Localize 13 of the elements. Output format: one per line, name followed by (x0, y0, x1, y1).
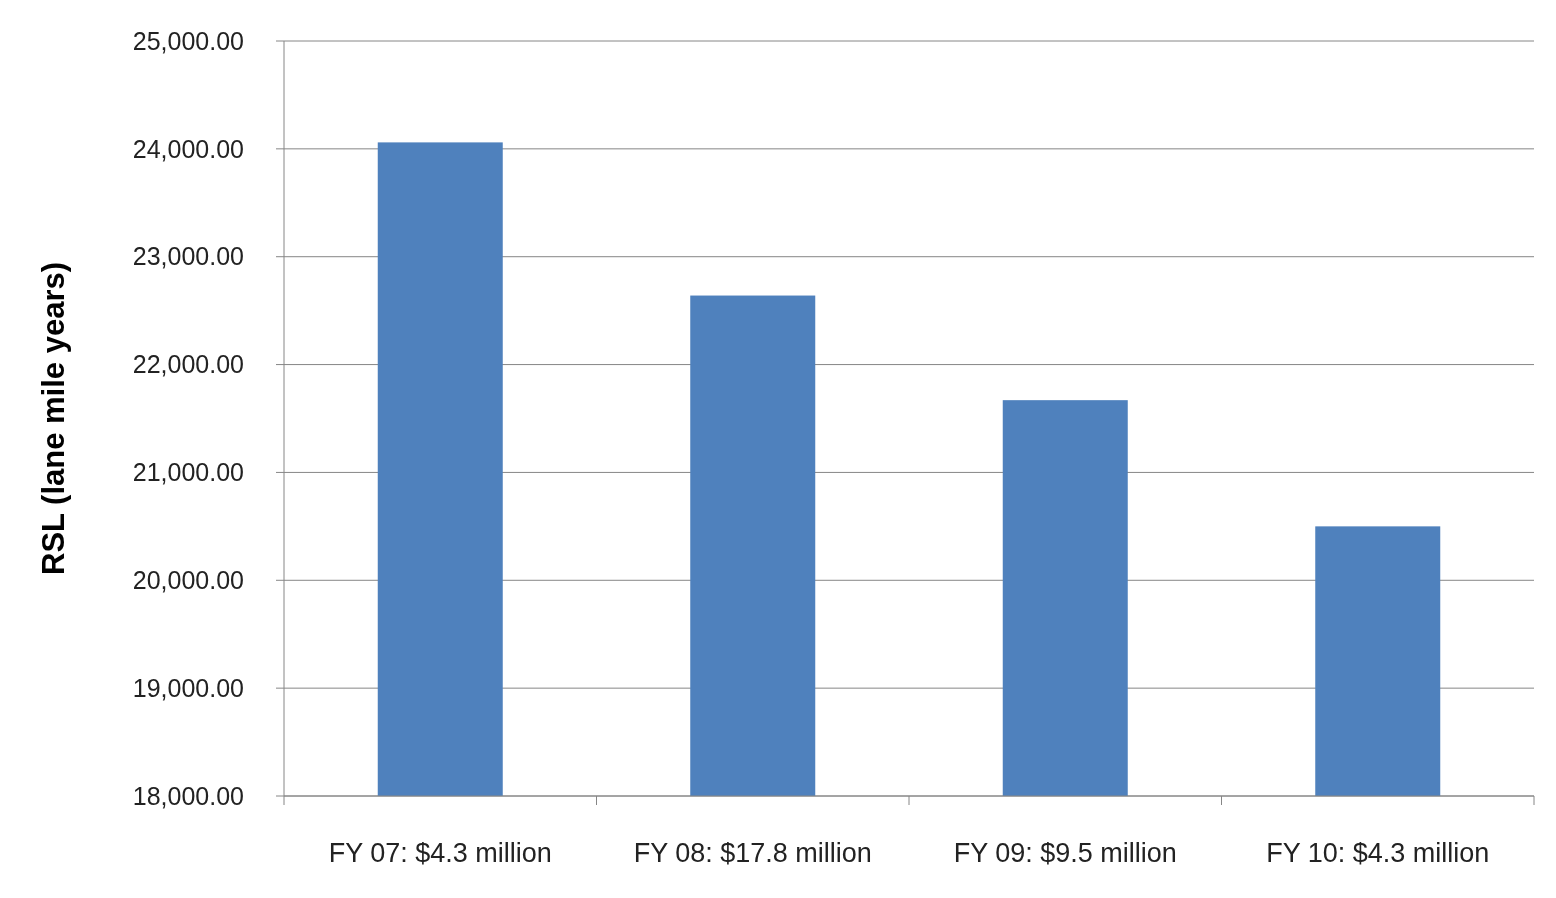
y-tick-label: 23,000.00 (132, 242, 244, 271)
y-tick-label: 25,000.00 (132, 26, 244, 55)
y-tick-label: 22,000.00 (132, 350, 244, 379)
y-tick-label: 18,000.00 (132, 781, 244, 810)
x-tick-label: FY 09: $9.5 million (953, 838, 1177, 868)
x-tick-label: FY 08: $17.8 million (633, 838, 872, 868)
y-tick-label: 19,000.00 (132, 673, 244, 702)
y-axis-title: RSL (lane mile years) (36, 261, 71, 576)
y-tick-label: 20,000.00 (132, 566, 244, 595)
x-tick-label: FY 07: $4.3 million (328, 838, 552, 868)
y-tick-label: 21,000.00 (132, 458, 244, 487)
y-tick-label: 24,000.00 (132, 134, 244, 163)
x-tick-label: FY 10: $4.3 million (1266, 838, 1490, 868)
